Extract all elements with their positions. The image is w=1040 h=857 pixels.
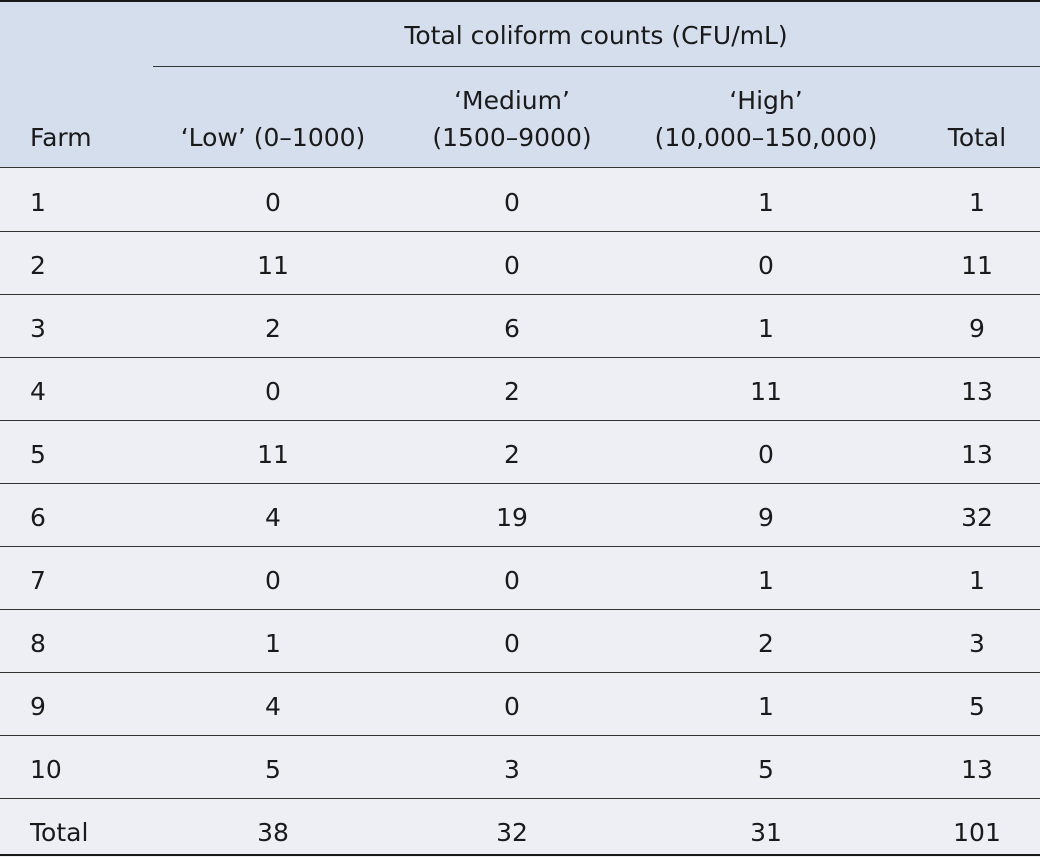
column-header-low: ‘Low’ (0–1000): [180, 123, 366, 152]
cell-high: 11: [750, 377, 782, 406]
cell-low: 38: [257, 818, 289, 847]
cell-medium: 0: [504, 566, 520, 595]
group-header: Total coliform counts (CFU/mL): [404, 21, 788, 50]
row-rule: [0, 294, 1040, 295]
row-rule: [0, 231, 1040, 232]
cell-low: 4: [265, 692, 281, 721]
column-header-total: Total: [947, 123, 1007, 152]
table-header: [0, 0, 1040, 168]
table-body: [0, 168, 1040, 857]
group-header-rule: [153, 66, 1040, 67]
cell-farm: 3: [30, 314, 46, 343]
row-rule: [0, 672, 1040, 673]
row-rule: [0, 546, 1040, 547]
cell-medium: 0: [504, 251, 520, 280]
cell-low: 4: [265, 503, 281, 532]
cell-farm: 10: [30, 755, 62, 784]
cell-medium: 6: [504, 314, 520, 343]
cell-farm: 9: [30, 692, 46, 721]
cell-total: 3: [969, 629, 985, 658]
cell-high: 1: [758, 188, 774, 217]
row-rule: [0, 483, 1040, 484]
cell-farm: 8: [30, 629, 46, 658]
cell-total: 1: [969, 188, 985, 217]
row-rule: [0, 735, 1040, 736]
column-header-medium-label: ‘Medium’: [454, 86, 570, 115]
cell-farm: 2: [30, 251, 46, 280]
row-rule: [0, 798, 1040, 799]
cell-medium: 19: [496, 503, 528, 532]
cell-total: 32: [961, 503, 993, 532]
row-rule: [0, 357, 1040, 358]
cell-low: 0: [265, 188, 281, 217]
cell-low: 11: [257, 440, 289, 469]
cell-medium: 0: [504, 188, 520, 217]
column-header-medium-range: (1500–9000): [432, 123, 592, 152]
cell-high: 0: [758, 440, 774, 469]
cell-high: 0: [758, 251, 774, 280]
column-header-farm: Farm: [30, 123, 92, 152]
cell-low: 0: [265, 377, 281, 406]
cell-total: 9: [969, 314, 985, 343]
cell-farm: 7: [30, 566, 46, 595]
cell-medium: 3: [504, 755, 520, 784]
cell-low: 5: [265, 755, 281, 784]
cell-high: 2: [758, 629, 774, 658]
cell-low: 1: [265, 629, 281, 658]
column-header-high-label: ‘High’: [729, 86, 803, 115]
row-rule: [0, 609, 1040, 610]
cell-medium: 0: [504, 629, 520, 658]
table-bottom-rule: [0, 854, 1040, 856]
cell-low: 0: [265, 566, 281, 595]
cell-medium: 32: [496, 818, 528, 847]
cell-high: 5: [758, 755, 774, 784]
cell-total: 11: [961, 251, 993, 280]
cell-medium: 2: [504, 377, 520, 406]
row-rule: [0, 420, 1040, 421]
cell-high: 31: [750, 818, 782, 847]
cell-total: 13: [961, 755, 993, 784]
cell-total: 13: [961, 377, 993, 406]
cell-medium: 0: [504, 692, 520, 721]
cell-high: 1: [758, 566, 774, 595]
cell-total: 5: [969, 692, 985, 721]
cell-high: 1: [758, 692, 774, 721]
cell-farm: 5: [30, 440, 46, 469]
cell-high: 9: [758, 503, 774, 532]
cell-farm: 4: [30, 377, 46, 406]
cell-farm: 1: [30, 188, 46, 217]
cell-medium: 2: [504, 440, 520, 469]
cell-total: 101: [953, 818, 1001, 847]
cell-high: 1: [758, 314, 774, 343]
cell-total: 1: [969, 566, 985, 595]
cell-low: 2: [265, 314, 281, 343]
cell-farm: Total: [30, 818, 89, 847]
cell-farm: 6: [30, 503, 46, 532]
cell-total: 13: [961, 440, 993, 469]
column-header-high-range: (10,000–150,000): [654, 123, 878, 152]
cell-low: 11: [257, 251, 289, 280]
